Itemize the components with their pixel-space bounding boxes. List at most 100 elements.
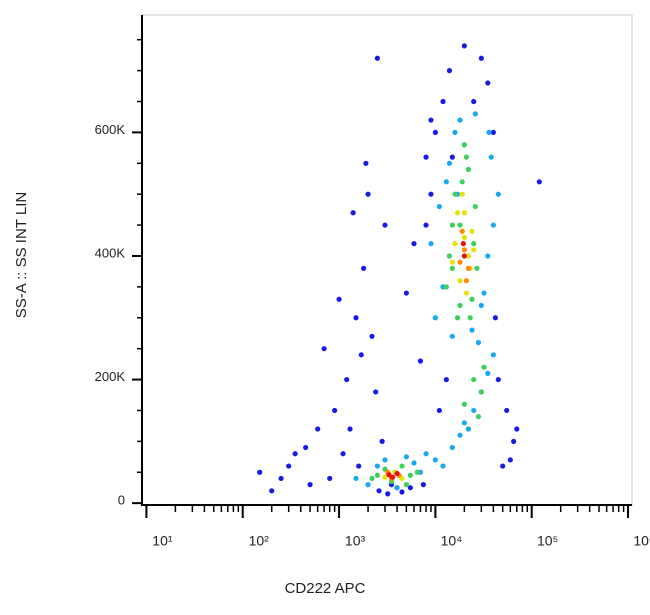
point <box>490 222 496 228</box>
point <box>454 315 461 321</box>
point <box>356 463 362 469</box>
point <box>257 469 263 475</box>
point <box>423 154 429 160</box>
point <box>315 426 321 432</box>
point <box>382 474 388 480</box>
point <box>463 290 470 296</box>
point <box>457 117 463 123</box>
point <box>474 265 480 271</box>
x-tick-label: 10⁶ <box>633 533 650 549</box>
point <box>344 376 350 383</box>
x-tick-label: 10¹ <box>152 533 173 549</box>
point <box>340 451 346 457</box>
point <box>475 414 482 420</box>
point <box>511 438 517 444</box>
point <box>471 98 477 105</box>
point <box>471 241 477 247</box>
point <box>407 472 413 478</box>
y-tick-label: 600K <box>95 122 126 137</box>
point <box>269 488 275 494</box>
point <box>495 376 501 383</box>
point <box>386 472 392 478</box>
point <box>454 210 461 216</box>
point <box>432 457 438 463</box>
y-axis-label: SS-A :: SS INT LIN <box>13 192 30 318</box>
point <box>365 191 371 197</box>
point <box>303 444 309 451</box>
point <box>440 463 446 469</box>
point <box>353 475 359 482</box>
point <box>460 241 466 247</box>
point <box>382 457 388 463</box>
point <box>428 191 434 197</box>
point <box>507 457 513 463</box>
x-tick-label: 10⁴ <box>441 533 463 549</box>
point <box>374 472 380 478</box>
point <box>449 259 455 265</box>
point <box>536 179 542 185</box>
point <box>411 241 417 247</box>
point <box>374 463 380 469</box>
point <box>327 475 333 482</box>
point <box>443 284 449 290</box>
point <box>475 339 482 346</box>
point <box>358 352 364 358</box>
point <box>414 469 420 475</box>
point <box>463 278 470 284</box>
point <box>461 253 467 259</box>
point <box>465 265 471 271</box>
point <box>452 129 458 136</box>
point <box>471 376 477 383</box>
point <box>278 475 284 482</box>
point <box>373 389 379 395</box>
point <box>471 407 477 414</box>
point <box>490 129 496 136</box>
point <box>457 302 463 309</box>
point <box>403 290 409 296</box>
point <box>461 247 467 253</box>
point <box>423 222 429 228</box>
point <box>449 444 455 451</box>
point <box>394 485 400 491</box>
point <box>461 43 467 49</box>
point <box>488 154 494 160</box>
point <box>436 203 442 210</box>
point <box>446 68 453 74</box>
x-axis-label: CD222 APC <box>285 580 366 597</box>
point <box>461 401 467 407</box>
point <box>465 426 471 432</box>
point <box>446 253 453 259</box>
point <box>478 55 484 61</box>
point <box>436 407 442 414</box>
point <box>469 327 475 333</box>
point <box>336 296 342 302</box>
point <box>465 253 471 259</box>
point <box>485 80 491 86</box>
point <box>399 463 405 469</box>
point <box>394 470 400 477</box>
point <box>457 222 463 228</box>
point <box>461 142 467 148</box>
point <box>407 485 413 491</box>
point <box>369 333 375 339</box>
point <box>432 129 438 136</box>
point <box>428 241 434 247</box>
point <box>472 203 478 210</box>
point <box>457 278 463 284</box>
point <box>417 358 424 364</box>
point <box>492 315 499 321</box>
point <box>423 451 429 457</box>
point <box>432 315 438 321</box>
point <box>292 451 298 457</box>
point <box>478 389 484 395</box>
point <box>461 420 467 426</box>
point <box>495 191 501 197</box>
point <box>486 129 492 136</box>
point <box>457 432 463 438</box>
point <box>481 290 487 296</box>
y-tick-label: 400K <box>95 245 126 260</box>
point <box>459 179 465 185</box>
point <box>461 210 467 216</box>
point <box>411 460 417 466</box>
point <box>403 482 409 488</box>
